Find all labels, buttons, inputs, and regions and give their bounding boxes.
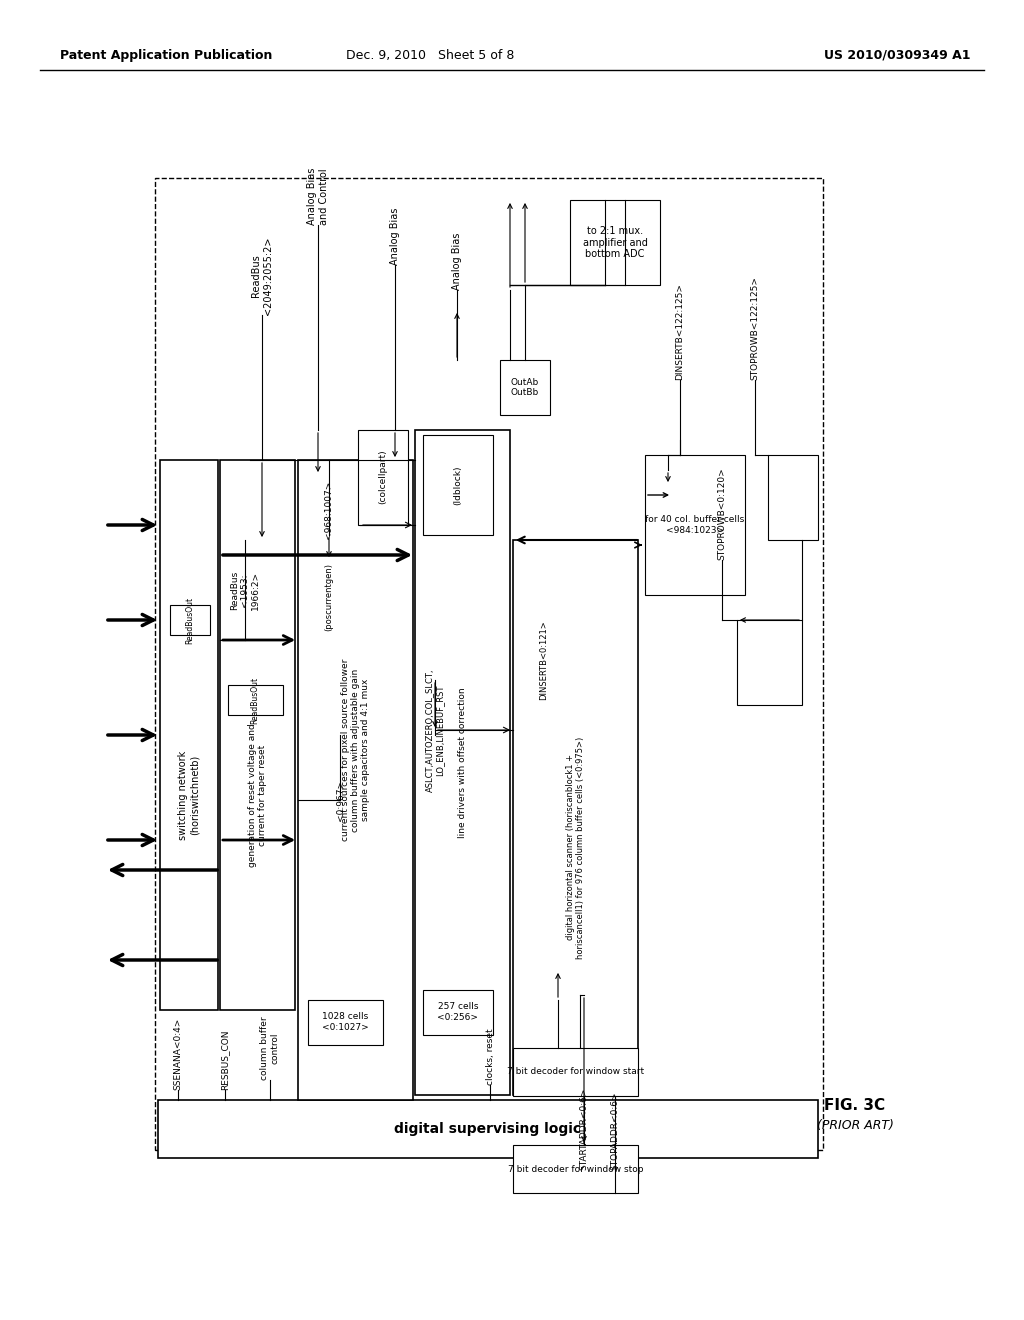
Text: clocks, reset: clocks, reset	[485, 1028, 495, 1085]
Text: line drivers with offset correction: line drivers with offset correction	[458, 688, 467, 838]
Bar	[155, 178, 823, 1150]
Text: ReadBus
<2049:2055:2>: ReadBus <2049:2055:2>	[251, 236, 272, 315]
Text: generation of reset voltage and
current for taper reset: generation of reset voltage and current …	[248, 723, 267, 867]
Text: ASLCT,AUTOZERO,COL_SLCT,
LO_ENB,LINEBUF_RST: ASLCT,AUTOZERO,COL_SLCT, LO_ENB,LINEBUF_…	[425, 668, 444, 792]
Text: Patent Application Publication: Patent Application Publication	[60, 49, 272, 62]
Bar	[423, 436, 493, 535]
Text: STOPADDR<0:6>: STOPADDR<0:6>	[610, 1092, 620, 1170]
Text: STOPROWB<0:120>: STOPROWB<0:120>	[718, 467, 726, 560]
Text: FIG. 3C: FIG. 3C	[824, 1097, 886, 1113]
Bar	[645, 455, 745, 595]
Text: for 40 col. buffer cells
<984:1023>: for 40 col. buffer cells <984:1023>	[645, 515, 744, 535]
Bar	[570, 201, 660, 285]
Text: (ldblock): (ldblock)	[454, 465, 463, 504]
Text: Analog Bias
and Control: Analog Bias and Control	[307, 168, 329, 224]
Bar	[768, 455, 818, 540]
Text: column buffer
control: column buffer control	[260, 1016, 280, 1080]
Text: current sources for pixel source follower
column buffers with adjustable gain
sa: current sources for pixel source followe…	[341, 659, 371, 841]
Bar	[220, 459, 295, 1010]
Text: SSENANA<0:4>: SSENANA<0:4>	[173, 1018, 182, 1090]
Bar	[513, 540, 638, 1096]
Text: ReadBus
<1953:
1966:2>: ReadBus <1953: 1966:2>	[230, 570, 260, 610]
Text: ReadBusOut: ReadBusOut	[185, 597, 195, 644]
Text: switching network
(horiswitchnetb): switching network (horiswitchnetb)	[178, 750, 200, 840]
Bar	[298, 560, 360, 635]
Text: DINSERTB<122:125>: DINSERTB<122:125>	[676, 282, 684, 380]
Text: US 2010/0309349 A1: US 2010/0309349 A1	[823, 49, 970, 62]
Bar	[308, 1001, 383, 1045]
Text: 7 bit decoder for window stop: 7 bit decoder for window stop	[508, 1164, 643, 1173]
Bar	[160, 459, 218, 1010]
Text: DINSERTB<0:121>: DINSERTB<0:121>	[540, 620, 549, 700]
Text: STARTADDR<0:6>: STARTADDR<0:6>	[580, 1088, 589, 1170]
Bar	[298, 459, 413, 1100]
Text: 257 cells
<0:256>: 257 cells <0:256>	[437, 1002, 478, 1022]
Bar	[423, 990, 493, 1035]
Text: <0:967>: <0:967>	[336, 779, 344, 821]
Bar	[500, 360, 550, 414]
Text: to 2:1 mux.
amplifier and
bottom ADC: to 2:1 mux. amplifier and bottom ADC	[583, 226, 647, 259]
Bar	[513, 1144, 638, 1193]
Bar	[170, 605, 210, 635]
Bar	[158, 1100, 818, 1158]
Text: (poscurrentgen): (poscurrentgen)	[325, 564, 334, 631]
Bar	[358, 430, 408, 525]
Text: digital supervising logic: digital supervising logic	[394, 1122, 582, 1137]
Text: ReadBusOut: ReadBusOut	[251, 676, 259, 723]
Text: Analog Bias: Analog Bias	[390, 207, 400, 265]
Bar	[513, 1048, 638, 1096]
Text: <968:1007>: <968:1007>	[325, 480, 334, 539]
Text: digital horizontal scanner (horiscanblock1 +
horiscancell1) for 976 column buffe: digital horizontal scanner (horiscanbloc…	[566, 737, 585, 958]
Bar	[415, 430, 510, 1096]
Bar	[737, 620, 802, 705]
Bar	[228, 685, 283, 715]
Text: (colcellpart): (colcellpart)	[379, 450, 387, 504]
Text: 1028 cells
<0:1027>: 1028 cells <0:1027>	[322, 1012, 369, 1032]
Text: 7 bit decoder for window start: 7 bit decoder for window start	[507, 1068, 644, 1077]
Text: Dec. 9, 2010   Sheet 5 of 8: Dec. 9, 2010 Sheet 5 of 8	[346, 49, 514, 62]
Text: (PRIOR ART): (PRIOR ART)	[816, 1118, 893, 1131]
Text: Analog Bias: Analog Bias	[452, 232, 462, 290]
Text: STOPROWB<122:125>: STOPROWB<122:125>	[751, 276, 760, 380]
Text: OutAb
OutBb: OutAb OutBb	[511, 378, 539, 397]
Text: RESBUS_CON: RESBUS_CON	[220, 1030, 229, 1090]
